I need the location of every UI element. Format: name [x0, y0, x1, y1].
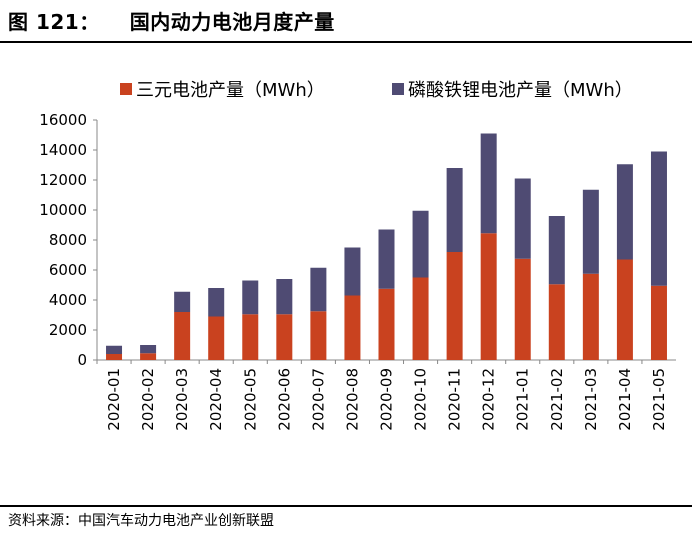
bar-lfp [616, 164, 633, 260]
bar-ternary [582, 273, 599, 360]
bar-ternary [208, 316, 225, 360]
x-tick-label: 2020-08 [343, 368, 361, 431]
x-tick-label: 2020-11 [446, 368, 464, 431]
bar-ternary [310, 311, 327, 360]
x-tick-label: 2020-03 [173, 368, 191, 431]
x-tick-label: 2020-05 [241, 368, 259, 431]
chart-legend: 三元电池产量（MWh） 磷酸铁锂电池产量（MWh） [120, 80, 633, 101]
bar-lfp [514, 178, 531, 259]
bar-lfp [208, 288, 225, 317]
bar-ternary [140, 353, 157, 360]
x-tick-label: 2020-12 [480, 368, 498, 431]
stacked-bar-chart: 三元电池产量（MWh） 磷酸铁锂电池产量（MWh） 0 2000 4000 6000 8… [39, 80, 676, 431]
bar-lfp [548, 216, 565, 285]
bar-lfp [650, 151, 667, 286]
y-tick-label: 8000 [49, 231, 87, 249]
x-tick-label: 2021-04 [616, 368, 634, 431]
x-tick-label: 2020-06 [275, 368, 293, 431]
y-tick-label: 4000 [49, 291, 87, 309]
x-tick-label: 2020-04 [207, 368, 225, 431]
bottom-rule [0, 505, 692, 507]
y-tick-label: 16000 [39, 111, 87, 129]
bar-ternary [106, 354, 123, 360]
bar-lfp [310, 267, 327, 312]
x-tick-label: 2020-09 [378, 368, 396, 431]
bar-ternary [242, 314, 259, 360]
x-tick-label: 2021-05 [650, 368, 668, 431]
bar-ternary [344, 295, 361, 360]
figure-title: 图 121： 国内动力电池月度产量 [8, 6, 335, 35]
x-tick-label: 2020-01 [105, 368, 123, 431]
legend-swatch-ternary [120, 83, 132, 95]
y-tick-label: 10000 [39, 201, 87, 219]
legend-label-lfp: 磷酸铁锂电池产量（MWh） [408, 80, 633, 101]
bar-ternary [276, 314, 293, 360]
y-tick-label: 6000 [49, 261, 87, 279]
bar-lfp [446, 168, 463, 252]
bar-ternary [480, 233, 497, 360]
y-axis-ticks: 0 2000 4000 6000 8000 10000 12000 14000 16000 [39, 111, 97, 369]
x-tick-label: 2020-02 [139, 368, 157, 431]
bar-ternary [174, 312, 191, 360]
bar-ternary [412, 277, 429, 360]
legend-label-ternary: 三元电池产量（MWh） [136, 80, 325, 101]
bar-ternary [514, 258, 531, 360]
source-note: 资料来源：中国汽车动力电池产业创新联盟 [8, 513, 274, 529]
figure-number: 图 121： [8, 10, 100, 34]
y-tick-label: 12000 [39, 171, 87, 189]
bar-ternary [378, 288, 395, 360]
bar-lfp [242, 280, 259, 315]
figure-title-text: 国内动力电池月度产量 [129, 10, 335, 34]
y-tick-label: 14000 [39, 141, 87, 159]
x-axis-ticks: 2020-01 2020-02 2020-03 2020-04 2020-05 2020-… [96, 360, 668, 431]
x-tick-label: 2021-01 [514, 368, 532, 431]
bar-lfp [344, 247, 361, 296]
x-tick-label: 2020-10 [412, 368, 430, 431]
bar-lfp [140, 345, 157, 354]
bar-ternary [616, 259, 633, 360]
legend-swatch-lfp [392, 83, 404, 95]
bar-lfp [480, 133, 497, 234]
x-tick-label: 2021-02 [548, 368, 566, 431]
top-rule [0, 41, 692, 43]
x-tick-label: 2020-07 [309, 368, 327, 431]
bar-ternary [446, 252, 463, 360]
y-tick-label: 0 [77, 351, 87, 369]
y-tick-label: 2000 [49, 321, 87, 339]
bar-lfp [276, 279, 293, 315]
bar-lfp [378, 229, 395, 289]
bar-ternary [650, 285, 667, 360]
bar-ternary [548, 284, 565, 360]
x-tick-label: 2021-03 [582, 368, 600, 431]
bar-lfp [412, 210, 429, 278]
bars-group [106, 133, 667, 360]
bar-lfp [106, 345, 123, 354]
bar-lfp [582, 189, 599, 274]
bar-lfp [174, 291, 191, 312]
